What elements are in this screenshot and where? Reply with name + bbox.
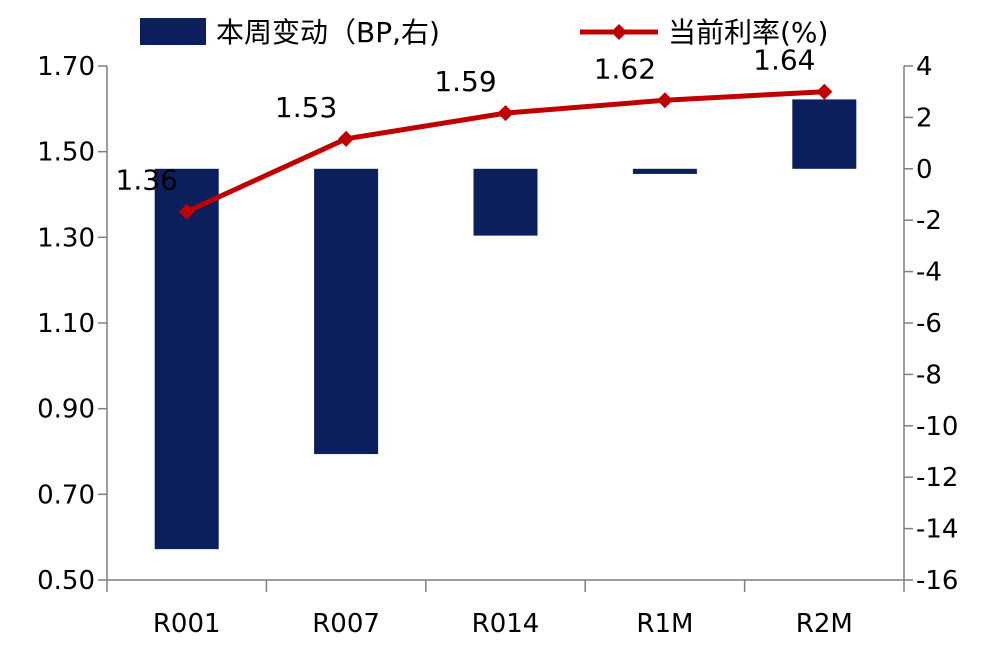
line-marker-R1M [656,92,673,109]
bar-R001 [154,168,219,550]
y-right-tick-label: 0 [916,155,933,185]
y-right-tick-label: 4 [916,52,933,82]
line-marker-R2M [816,83,833,100]
data-label-R007: 1.53 [275,91,337,124]
y-left-tick-label: 0.70 [37,480,95,510]
bar-R007 [314,168,379,455]
y-left-tick-label: 0.90 [37,395,95,425]
legend-label-bar: 本周变动（BP,右) [216,16,440,49]
legend: 本周变动（BP,右) 当前利率(%) [140,16,828,49]
legend-swatch-marker [611,24,627,40]
data-labels: 1.36 1.53 1.59 1.62 1.64 [116,44,816,197]
y-right-tick-label: -14 [916,515,958,545]
data-label-R014: 1.59 [434,65,496,98]
data-label-R1M: 1.62 [594,52,656,85]
x-tick-label: R014 [472,609,540,639]
legend-swatch-bar [140,18,206,45]
bar-R2M [792,99,857,169]
legend-label-line: 当前利率(%) [668,16,828,49]
y-right-tick-label: -6 [916,309,942,339]
x-tick-label: R001 [153,609,221,639]
line-series [178,83,833,220]
y-right-tick-label: -8 [916,360,942,390]
y-right-tick-label: -4 [916,258,942,288]
axes: 0.50 0.70 0.90 1.10 1.30 1.50 1.70 -16 -14 -12 -10… [37,52,958,639]
y-right-tick-label: -2 [916,206,942,236]
y-left-tick-label: 1.10 [37,309,95,339]
y-left-tick-label: 0.50 [37,566,95,596]
y-left-tick-label: 1.50 [37,138,95,168]
x-tick-label: R007 [312,609,380,639]
line-marker-R014 [497,105,514,122]
line-marker-R007 [338,130,355,147]
bar-R014 [473,168,538,236]
y-right-tick-label: 2 [916,103,933,133]
y-left-tick-label: 1.70 [37,52,95,82]
data-label-R001: 1.36 [116,164,178,197]
data-label-R2M: 1.64 [753,44,815,77]
x-tick-label: R1M [636,609,693,639]
y-right-tick-label: -16 [916,566,958,596]
y-right-tick-label: -10 [916,412,958,442]
bar-series [154,99,857,550]
y-left-tick-label: 1.30 [37,223,95,253]
y-right-tick-label: -12 [916,463,958,493]
x-tick-label: R2M [796,609,853,639]
bar-R1M [632,168,697,174]
line-marker-R001 [178,203,195,220]
